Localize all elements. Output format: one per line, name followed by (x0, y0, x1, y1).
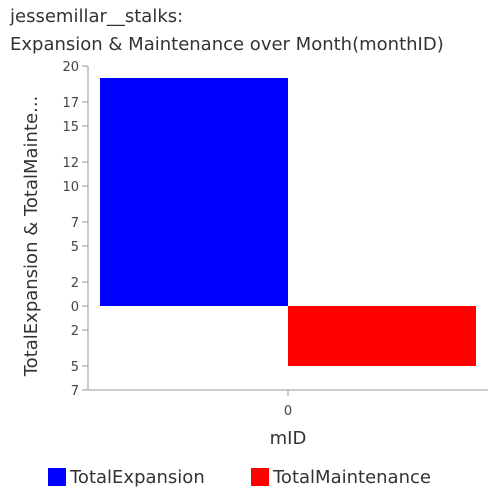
y-tick-label: 12 (62, 156, 79, 171)
y-tick-label: 7 (71, 384, 79, 399)
bar-totalmaintenance (288, 306, 476, 366)
legend-swatch-maintenance (251, 468, 269, 486)
y-tick-label: 0 (71, 300, 79, 315)
y-axis-title: TotalExpansion & TotalMainte... (21, 96, 42, 378)
chart-title-line-2: Expansion & Maintenance over Month(month… (10, 34, 444, 55)
legend-label-expansion: TotalExpansion (70, 466, 205, 488)
legend: TotalExpansion TotalMaintenance (0, 464, 500, 490)
y-tick-label: 2 (71, 276, 79, 291)
legend-item-maintenance: TotalMaintenance (251, 464, 431, 490)
x-tick-label: 0 (284, 404, 292, 419)
y-tick-label: 17 (62, 96, 79, 111)
x-axis-title: mID (270, 428, 307, 449)
legend-label-maintenance: TotalMaintenance (273, 466, 431, 488)
y-tick-label: 2 (71, 324, 79, 339)
y-tick-label: 10 (62, 180, 79, 195)
legend-item-expansion: TotalExpansion (48, 464, 205, 490)
x-axis: 0 (284, 390, 292, 419)
y-tick-label: 15 (62, 120, 79, 135)
chart-title-line-1: jessemillar__stalks: (10, 6, 184, 27)
legend-swatch-expansion (48, 468, 66, 486)
y-tick-label: 5 (71, 360, 79, 375)
y-tick-label: 7 (71, 216, 79, 231)
bar-totalexpansion (100, 78, 288, 306)
y-tick-label: 20 (62, 60, 79, 75)
bar-group (100, 78, 476, 366)
y-tick-label: 5 (71, 240, 79, 255)
